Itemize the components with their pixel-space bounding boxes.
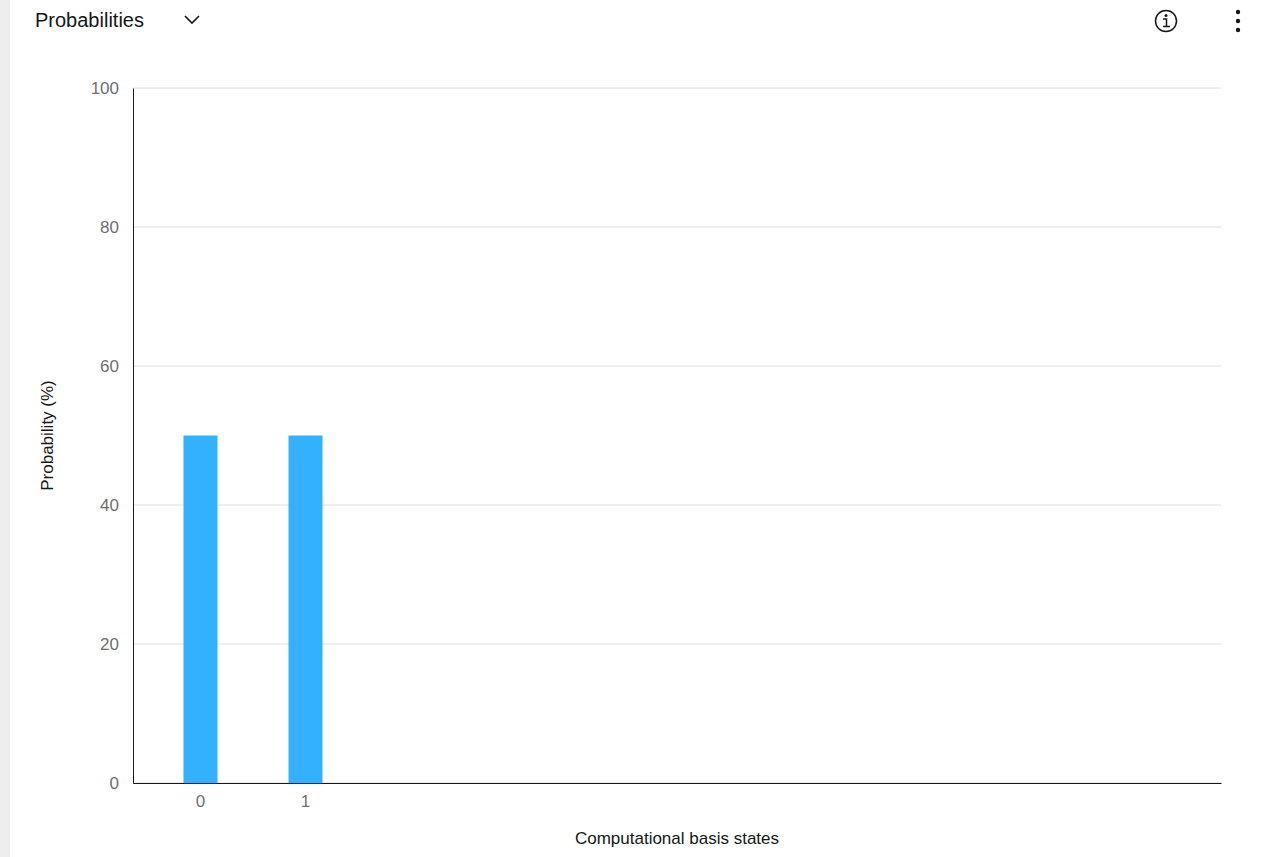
info-dot [1165,14,1168,17]
chart-svg: Probabilities02040608010001Computational… [0,0,1267,857]
info-stem [1163,19,1170,27]
menu-dot [1236,19,1240,23]
info-circle [1156,11,1177,32]
y-axis: 0 20 40 60 80 100 [91,79,134,793]
x-axis-title: Computational basis states [575,829,779,848]
x-tick-label: 1 [301,792,310,811]
y-tick: 100 [91,79,133,98]
y-axis-title: Probability (%) [38,380,57,491]
x-axis-line [134,783,1222,784]
y-tick-label: 60 [100,357,119,376]
x-tick: 1 [301,783,310,811]
overflow-menu[interactable] [1236,10,1240,32]
bar [184,436,218,784]
y-axis-line [133,89,134,784]
menu-dot [1236,28,1240,32]
y-tick-label: 20 [100,635,119,654]
bar [289,436,323,784]
grid [133,88,1221,783]
dropdown-chevron[interactable] [185,16,199,23]
grid-line [133,227,1221,228]
y-tick-label: 40 [100,496,119,515]
y-tick: 20 [100,635,133,654]
chart-title: Probabilities [35,9,144,31]
y-tick: 0 [110,774,133,793]
grid-line [133,366,1221,367]
y-tick: 80 [100,218,133,237]
panel-border [0,0,10,857]
grid-line [133,88,1221,89]
y-tick: 60 [100,357,133,376]
x-tick: 0 [196,783,205,811]
x-axis: 01 [134,783,1222,811]
menu-dot [1236,10,1240,14]
info-icon[interactable] [1156,11,1177,32]
y-tick-label: 100 [91,79,119,98]
y-tick-label: 80 [100,218,119,237]
x-tick-label: 0 [196,792,205,811]
plot-marks [184,436,323,784]
y-tick-label: 0 [110,774,119,793]
y-tick: 40 [100,496,133,515]
